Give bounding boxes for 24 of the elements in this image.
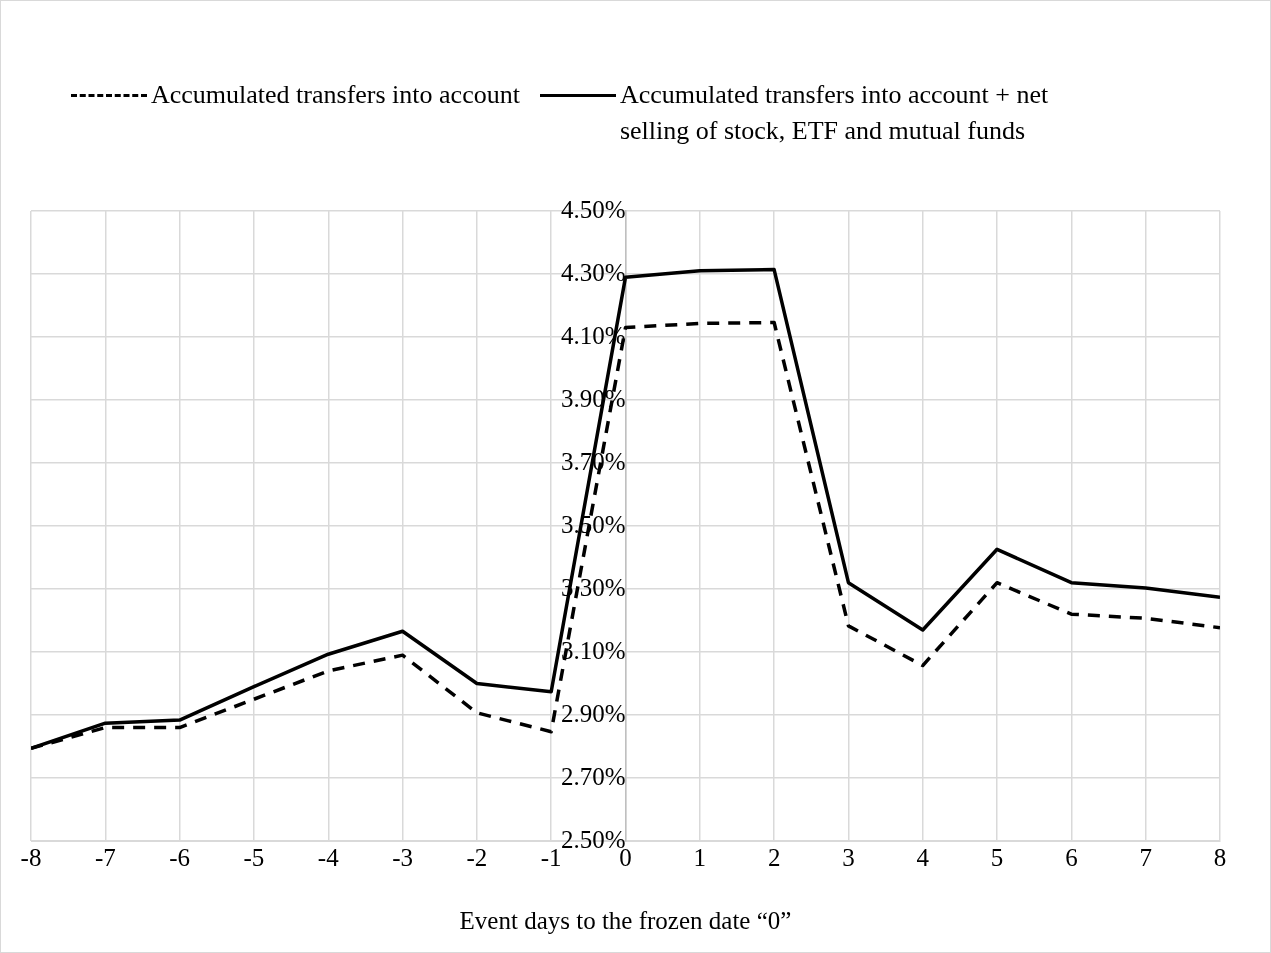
x-tick-label: 4 [916,843,930,871]
x-tick-label: -7 [94,843,116,871]
x-tick-label: -5 [243,843,265,871]
y-tick-label: 4.30% [560,258,626,286]
x-tick-label: -8 [20,843,42,871]
legend-label: Accumulated transfers into account + net selling of stock, ETF and mutual funds [619,79,1050,147]
x-tick-label: 8 [1213,843,1227,871]
x-tick-label: 1 [693,843,707,871]
x-tick-label: -3 [392,843,413,871]
y-tick-label: 4.50% [560,195,626,223]
x-tick-label: -1 [540,843,562,871]
x-tick-label: 6 [1065,843,1078,871]
x-tick-label: 3 [842,843,855,871]
x-tick-label: -4 [317,843,340,871]
legend-label: Accumulated transfers into account [151,79,520,111]
y-tick-label: 3.10% [560,636,626,664]
x-tick-label: -6 [169,843,191,871]
x-tick-label: -2 [466,843,488,871]
x-tick-label: 2 [767,843,781,871]
x-tick-label: 7 [1139,843,1152,871]
x-axis-title: Event days to the frozen date “0” [459,906,792,934]
y-tick-label: 2.70% [560,762,626,790]
x-tick-label: 5 [990,843,1004,871]
y-tick-label: 2.90% [560,699,626,727]
